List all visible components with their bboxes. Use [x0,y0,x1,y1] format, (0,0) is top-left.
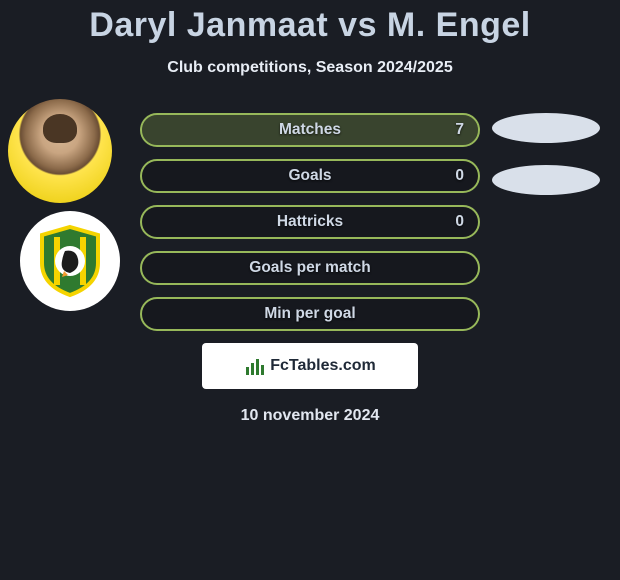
content-area: Matches 7 Goals 0 Hattricks 0 Goals per … [0,113,620,425]
branding-text: FcTables.com [270,357,376,375]
subtitle: Club competitions, Season 2024/2025 [0,59,620,77]
player-photo [8,99,112,203]
ellipse-photo-placeholder [492,113,600,143]
stat-row-goals-per-match: Goals per match [140,251,480,285]
left-avatars [8,99,120,311]
stat-value: 0 [455,213,464,231]
right-ellipses [492,113,600,217]
stat-row-goals: Goals 0 [140,159,480,193]
stat-row-matches: Matches 7 [140,113,480,147]
ellipse-badge-placeholder [492,165,600,195]
stat-value: 7 [455,121,464,139]
stat-label: Hattricks [277,213,343,231]
stat-label: Min per goal [264,305,355,323]
stat-value: 0 [455,167,464,185]
stat-label: Goals per match [249,259,370,277]
player-avatar [8,99,112,203]
stat-row-min-per-goal: Min per goal [140,297,480,331]
bar-chart-icon [244,355,266,377]
comparison-card: Daryl Janmaat vs M. Engel Club competiti… [0,0,620,425]
branding-box: FcTables.com [202,343,418,389]
ado-den-haag-badge-icon [32,223,108,299]
page-title: Daryl Janmaat vs M. Engel [0,6,620,45]
stat-label: Matches [279,121,341,139]
stat-label: Goals [288,167,331,185]
stats-column: Matches 7 Goals 0 Hattricks 0 Goals per … [140,113,480,331]
club-badge [20,211,120,311]
stat-row-hattricks: Hattricks 0 [140,205,480,239]
date-text: 10 november 2024 [0,407,620,425]
